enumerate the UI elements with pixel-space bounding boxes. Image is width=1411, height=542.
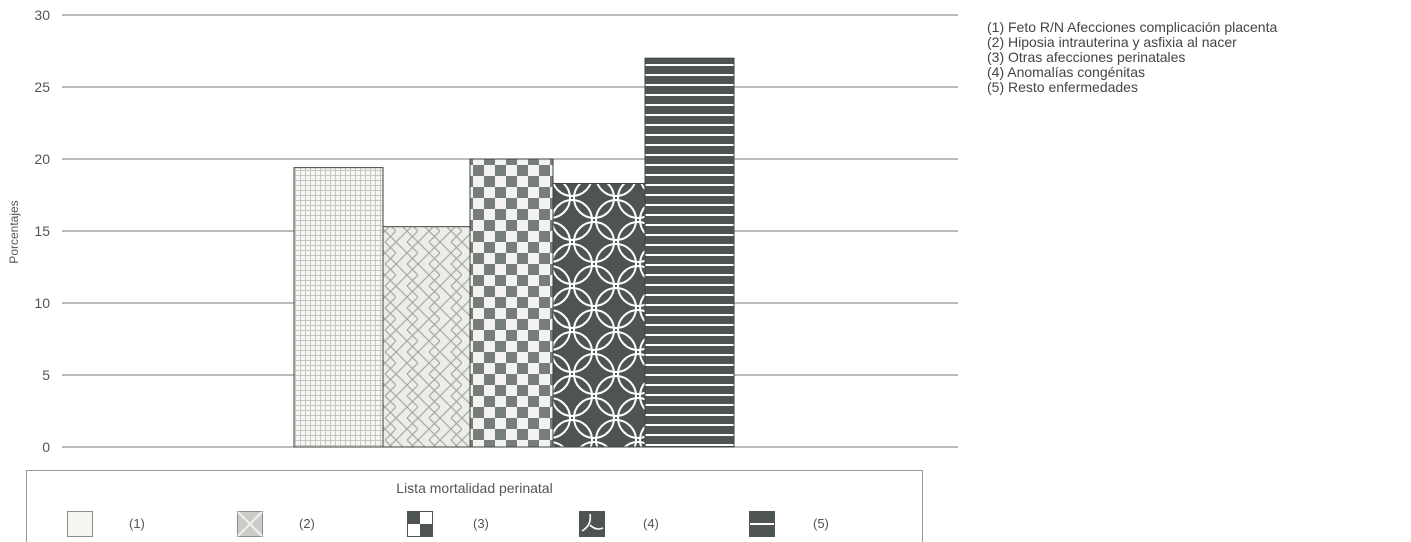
bar-3 [469,158,554,448]
y-tick-label: 15 [34,223,50,239]
legend-title: Lista mortalidad perinatal [396,480,553,496]
legend: Lista mortalidad perinatal (1) (2) (3) (… [26,470,923,542]
y-tick-label: 25 [34,79,50,95]
note-1: (1) Feto R/N Afecciones complicación pla… [987,19,1278,35]
bar-2 [382,226,471,448]
y-tick-label: 30 [34,7,50,23]
legend-label-5: (5) [813,516,829,531]
y-tick-label: 20 [34,151,50,167]
note-3: (3) Otras afecciones perinatales [987,49,1186,65]
y-tick-label: 0 [42,439,50,455]
legend-swatch-stripes [749,511,775,537]
legend-label-4: (4) [643,516,659,531]
legend-swatch-circles [579,511,605,537]
legend-label-1: (1) [129,516,145,531]
bar-4 [552,182,646,448]
legend-label-2: (2) [299,516,315,531]
bar-5 [644,57,735,448]
y-axis-title: Porcentajes [7,200,21,263]
y-tick-label: 10 [34,295,50,311]
legend-swatch-fine-grid [67,511,93,537]
note-2: (2) Hiposia intrauterina y asfixia al na… [987,34,1237,50]
legend-swatch-checkerboard [407,511,433,537]
y-tick-label: 5 [42,367,50,383]
legend-swatch-crosshatch [237,511,263,537]
legend-label-3: (3) [473,516,489,531]
note-4: (4) Anomalías congénitas [987,64,1145,80]
bar-chart: 0 5 10 15 20 25 30 Porcentajes [7,7,958,455]
category-notes: (1) Feto R/N Afecciones complicación pla… [987,20,1277,95]
note-5: (5) Resto enfermedades [987,79,1138,95]
bar-1 [293,167,384,448]
